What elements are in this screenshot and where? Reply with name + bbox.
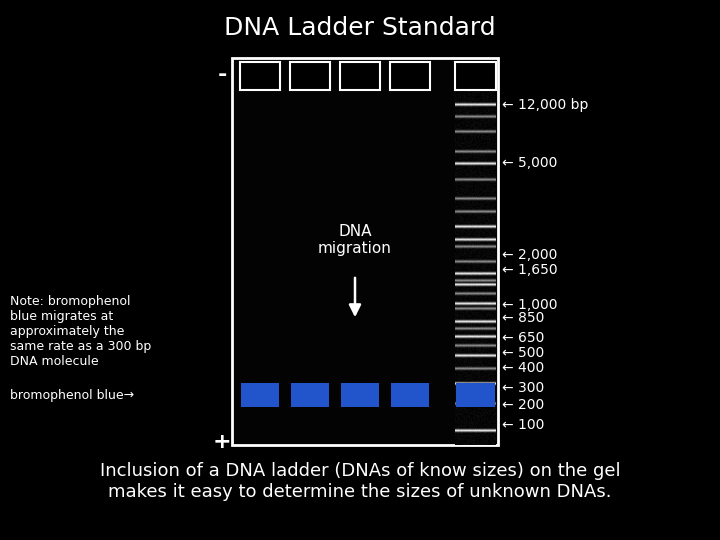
Bar xyxy=(241,383,279,407)
Bar xyxy=(456,383,495,407)
Bar xyxy=(455,62,496,90)
Text: ← 12,000 bp: ← 12,000 bp xyxy=(502,98,588,112)
Bar xyxy=(290,62,330,90)
Bar xyxy=(341,383,379,407)
Bar xyxy=(232,58,498,445)
Text: ← 5,000: ← 5,000 xyxy=(502,156,557,170)
Text: ← 2,000: ← 2,000 xyxy=(502,248,557,262)
Text: DNA Ladder Standard: DNA Ladder Standard xyxy=(224,16,496,40)
Text: ← 400: ← 400 xyxy=(502,361,544,375)
Text: Note: bromophenol
blue migrates at
approximately the
same rate as a 300 bp
DNA m: Note: bromophenol blue migrates at appro… xyxy=(10,295,151,368)
Text: ← 1,000: ← 1,000 xyxy=(502,298,557,312)
Text: ← 100: ← 100 xyxy=(502,418,544,432)
Text: ← 500: ← 500 xyxy=(502,346,544,360)
Bar xyxy=(340,62,380,90)
Text: DNA
migration: DNA migration xyxy=(318,224,392,256)
Text: ← 650: ← 650 xyxy=(502,331,544,345)
Text: ← 200: ← 200 xyxy=(502,398,544,412)
Text: Inclusion of a DNA ladder (DNAs of know sizes) on the gel
makes it easy to deter: Inclusion of a DNA ladder (DNAs of know … xyxy=(99,462,621,501)
Bar xyxy=(291,383,329,407)
Bar xyxy=(391,383,429,407)
Text: ← 1,650: ← 1,650 xyxy=(502,263,557,277)
Bar xyxy=(240,62,280,90)
Text: ← 850: ← 850 xyxy=(502,311,544,325)
Text: -: - xyxy=(217,65,227,85)
Text: ← 300: ← 300 xyxy=(502,381,544,395)
Text: +: + xyxy=(212,432,231,452)
Bar xyxy=(390,62,430,90)
Text: bromophenol blue→: bromophenol blue→ xyxy=(10,388,134,402)
